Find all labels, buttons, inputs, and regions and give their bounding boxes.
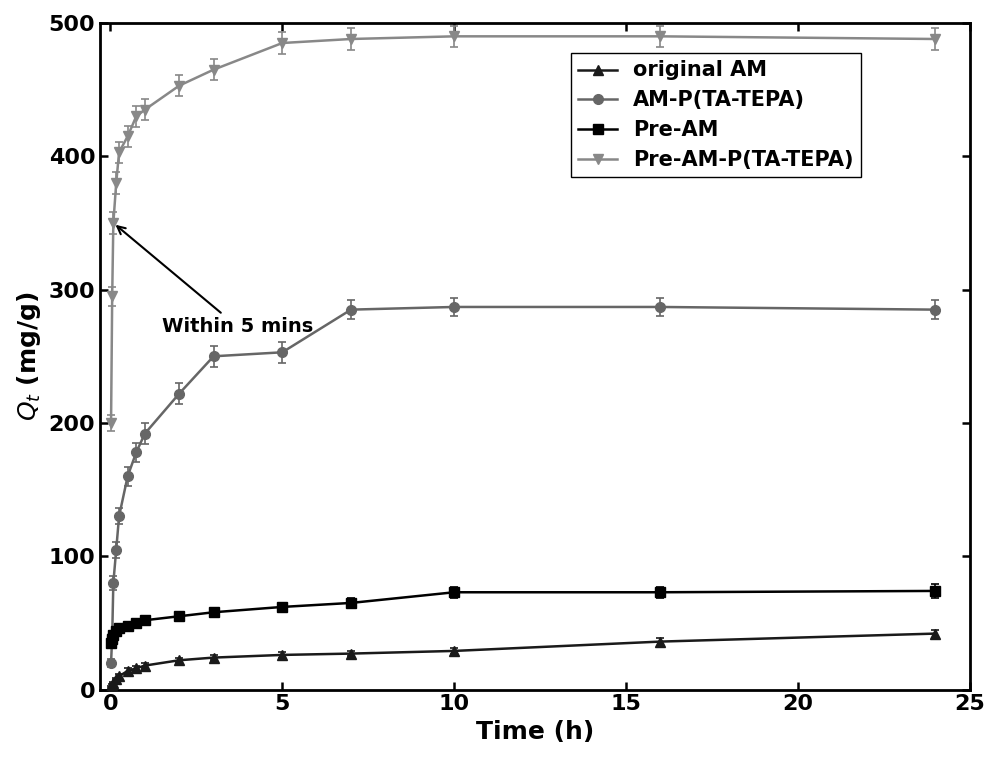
Pre-AM — [139, 616, 151, 625]
Pre-AM-P(TA-TEPA) — [139, 105, 151, 114]
original AM — [208, 653, 220, 662]
AM-P(TA-TEPA) — [113, 512, 125, 521]
Pre-AM-P(TA-TEPA) — [110, 178, 122, 187]
AM-P(TA-TEPA) — [107, 578, 119, 587]
original AM — [107, 679, 119, 688]
original AM — [122, 666, 134, 676]
Pre-AM — [113, 624, 125, 633]
original AM — [276, 650, 288, 660]
Pre-AM — [105, 638, 117, 647]
original AM — [929, 629, 941, 638]
Y-axis label: $Q_t$ (mg/g): $Q_t$ (mg/g) — [15, 291, 43, 421]
Line: original AM: original AM — [106, 628, 940, 691]
AM-P(TA-TEPA) — [106, 631, 118, 641]
Pre-AM-P(TA-TEPA) — [929, 34, 941, 43]
Pre-AM — [107, 631, 119, 640]
X-axis label: Time (h): Time (h) — [476, 720, 594, 744]
original AM — [113, 672, 125, 681]
AM-P(TA-TEPA) — [110, 545, 122, 554]
original AM — [173, 656, 185, 665]
Pre-AM — [929, 587, 941, 596]
Text: Within 5 mins: Within 5 mins — [117, 226, 313, 336]
Pre-AM — [122, 621, 134, 630]
AM-P(TA-TEPA) — [276, 348, 288, 357]
original AM — [448, 647, 460, 656]
original AM — [105, 682, 117, 691]
AM-P(TA-TEPA) — [345, 305, 357, 314]
Pre-AM — [345, 598, 357, 607]
AM-P(TA-TEPA) — [122, 472, 134, 481]
AM-P(TA-TEPA) — [929, 305, 941, 314]
original AM — [139, 661, 151, 670]
AM-P(TA-TEPA) — [105, 658, 117, 667]
Pre-AM-P(TA-TEPA) — [105, 418, 117, 427]
AM-P(TA-TEPA) — [654, 302, 666, 311]
Legend: original AM, AM-P(TA-TEPA), Pre-AM, Pre-AM-P(TA-TEPA): original AM, AM-P(TA-TEPA), Pre-AM, Pre-… — [571, 52, 861, 178]
Pre-AM — [106, 635, 118, 644]
AM-P(TA-TEPA) — [139, 429, 151, 438]
original AM — [654, 637, 666, 646]
Pre-AM — [110, 626, 122, 635]
Pre-AM — [130, 619, 142, 628]
original AM — [106, 681, 118, 690]
Pre-AM — [448, 587, 460, 597]
AM-P(TA-TEPA) — [173, 389, 185, 398]
Pre-AM-P(TA-TEPA) — [173, 81, 185, 90]
AM-P(TA-TEPA) — [448, 302, 460, 311]
Pre-AM — [654, 587, 666, 597]
Pre-AM — [173, 612, 185, 621]
original AM — [130, 663, 142, 672]
Pre-AM — [208, 608, 220, 617]
Pre-AM-P(TA-TEPA) — [122, 132, 134, 141]
Line: Pre-AM-P(TA-TEPA): Pre-AM-P(TA-TEPA) — [106, 31, 940, 428]
Pre-AM-P(TA-TEPA) — [107, 219, 119, 228]
AM-P(TA-TEPA) — [208, 351, 220, 361]
Pre-AM-P(TA-TEPA) — [208, 65, 220, 74]
Pre-AM-P(TA-TEPA) — [106, 291, 118, 301]
original AM — [110, 674, 122, 683]
Pre-AM-P(TA-TEPA) — [113, 148, 125, 157]
AM-P(TA-TEPA) — [130, 448, 142, 457]
Pre-AM-P(TA-TEPA) — [276, 39, 288, 48]
original AM — [345, 649, 357, 658]
Line: AM-P(TA-TEPA): AM-P(TA-TEPA) — [106, 302, 940, 668]
Pre-AM — [276, 603, 288, 612]
Pre-AM-P(TA-TEPA) — [448, 32, 460, 41]
Pre-AM-P(TA-TEPA) — [345, 34, 357, 43]
Pre-AM-P(TA-TEPA) — [130, 112, 142, 121]
Line: Pre-AM: Pre-AM — [106, 586, 940, 647]
Pre-AM-P(TA-TEPA) — [654, 32, 666, 41]
